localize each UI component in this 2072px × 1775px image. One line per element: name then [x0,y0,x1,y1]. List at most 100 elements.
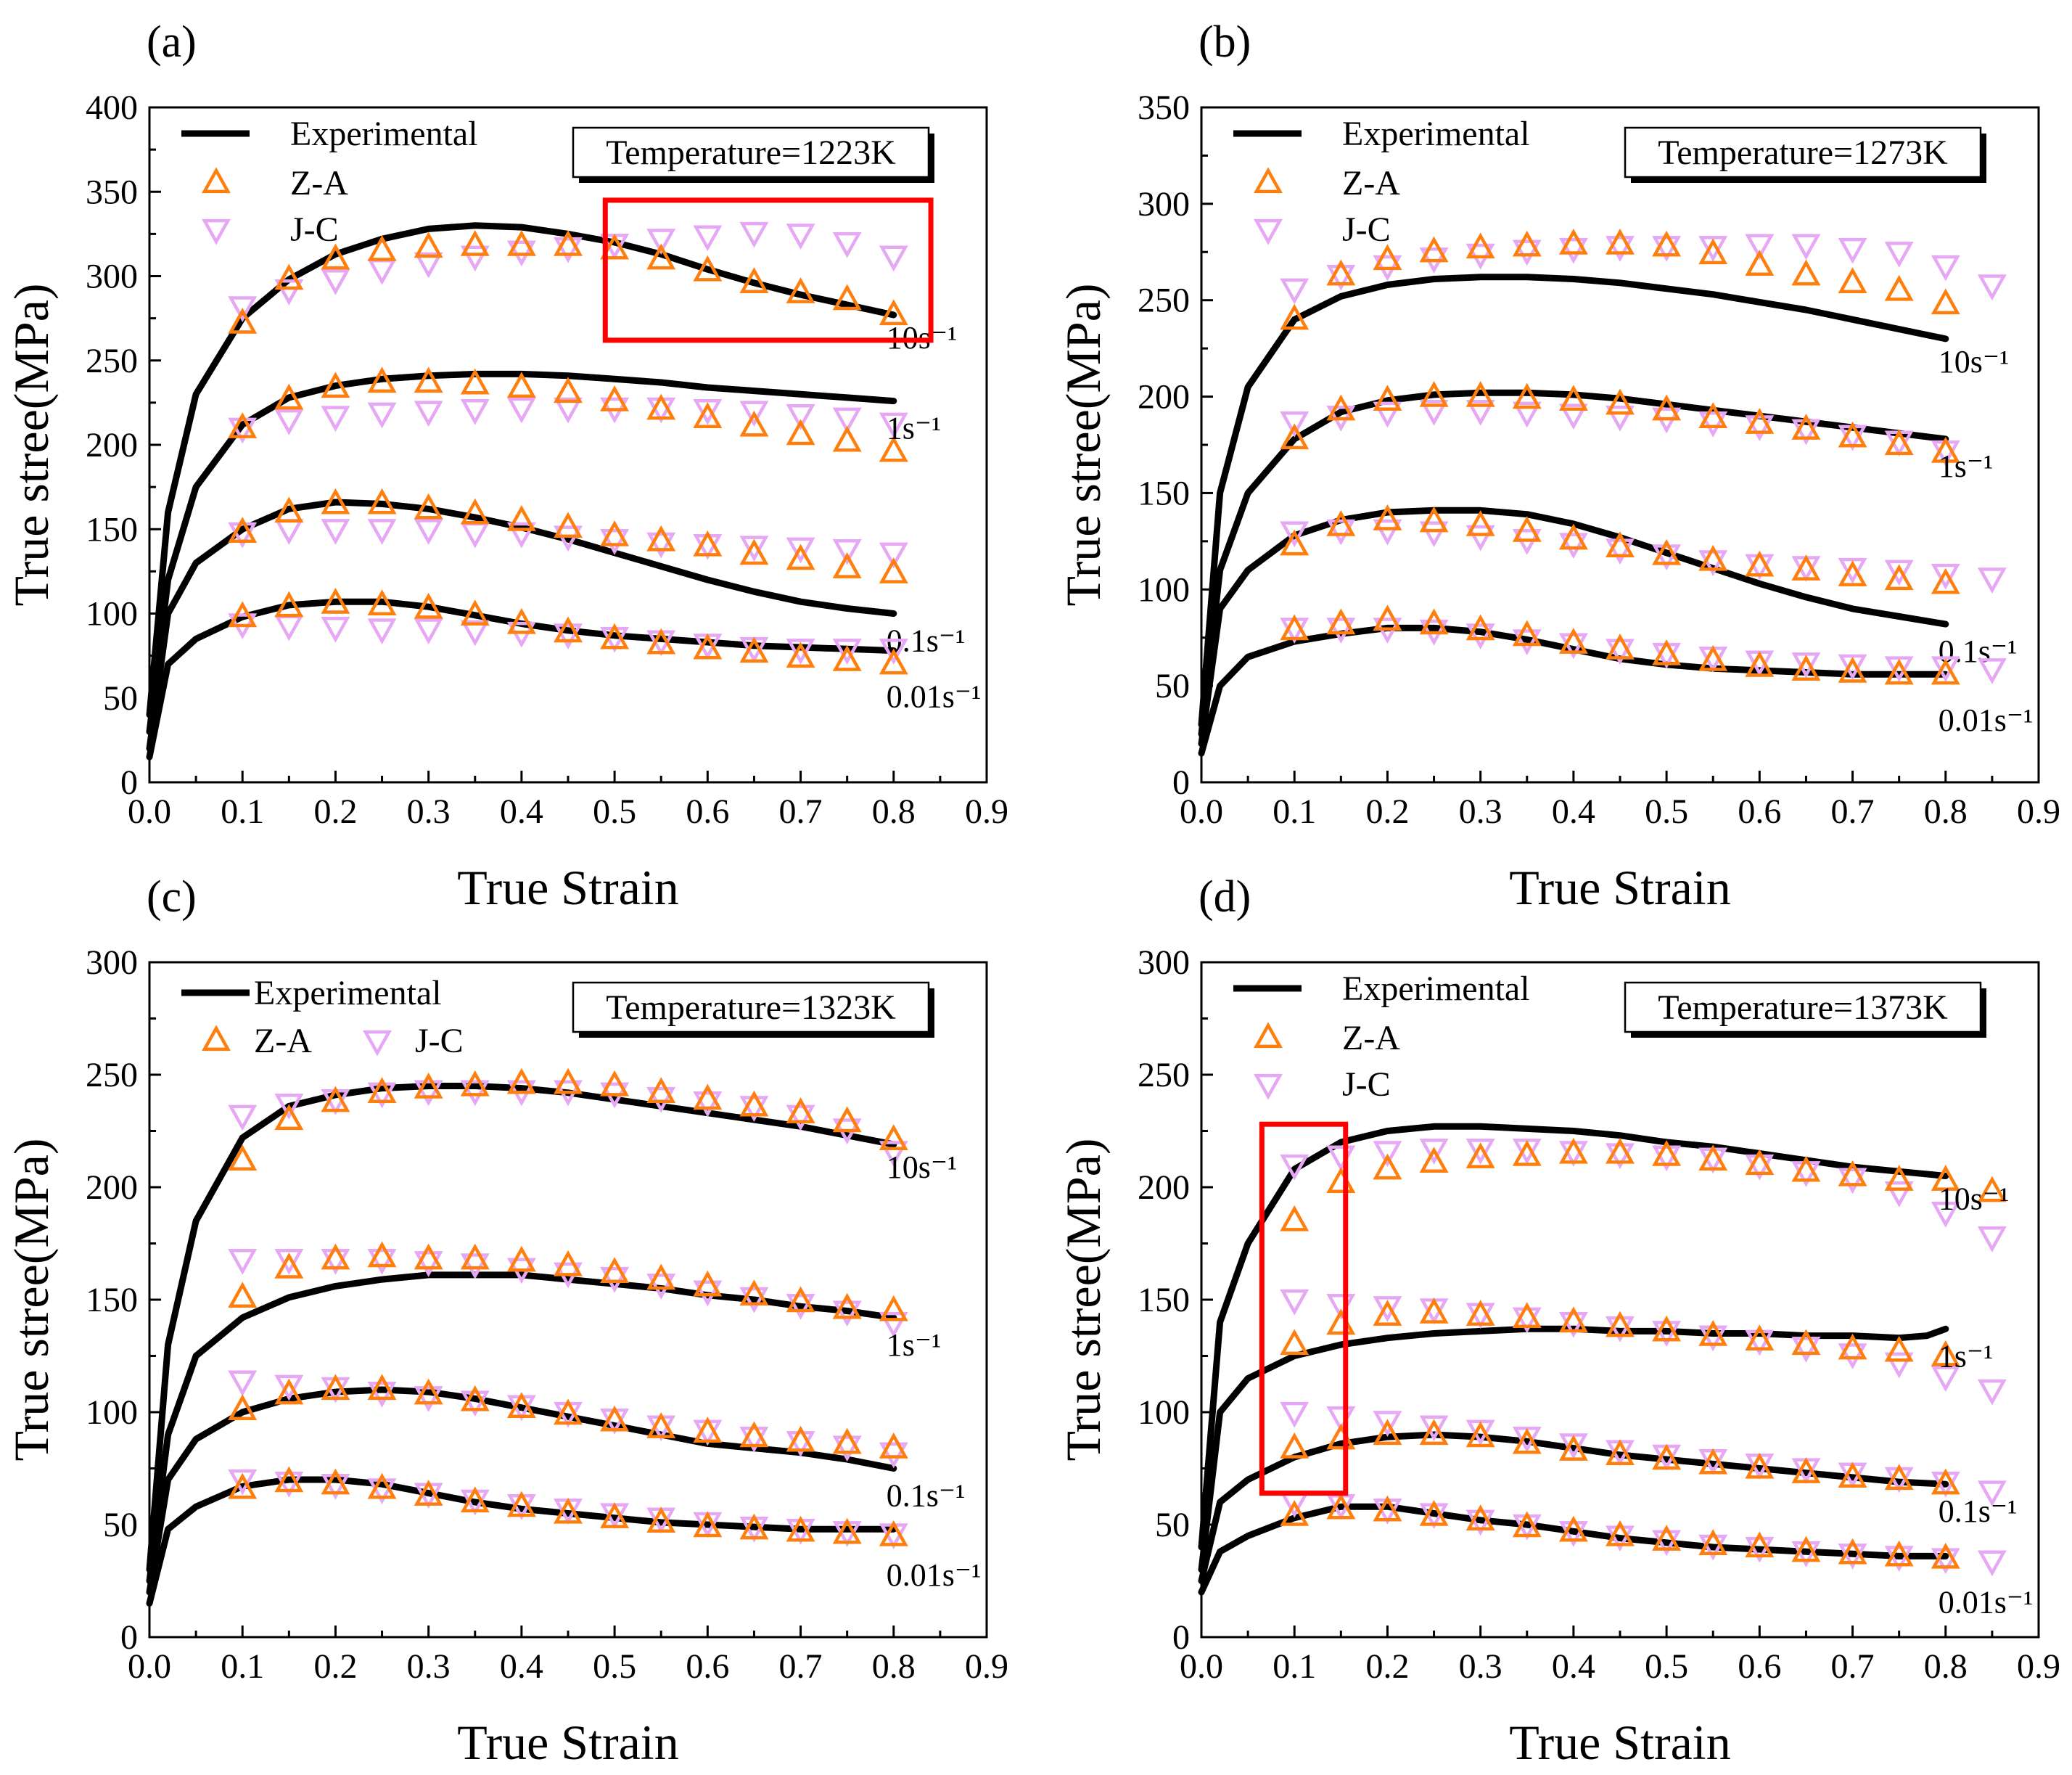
za-point [274,383,304,410]
za-point [693,633,723,660]
jc-point [228,1249,258,1275]
strain-rate-label: 10s⁻¹ [887,1149,958,1185]
legend-experimental-label: Experimental [1342,115,1530,153]
za-point [600,623,630,649]
experimental-curve [146,1083,897,1573]
jc-point [832,539,862,565]
x-tick-label: 0.9 [965,792,1008,831]
jc-point [879,639,908,665]
legend: Experimental Z-A J-C [181,974,464,1060]
jc-point [1745,234,1775,261]
legend-jc-label: J-C [1342,1065,1391,1104]
za-point [554,1497,583,1524]
za-point [693,530,723,557]
za-point [1838,656,1867,683]
za-point [600,1405,630,1432]
za-point [321,1374,350,1401]
y-tick-label: 300 [86,258,138,296]
za-point [646,243,676,270]
za-point [274,1466,304,1493]
za-point [1373,1300,1402,1326]
x-tick-label: 0.9 [2017,1647,2060,1686]
za-point [1465,509,1495,536]
y-tick-label: 250 [1138,1056,1190,1094]
strain-rate-label: 0.1s⁻¹ [1939,634,2018,669]
jc-point [321,269,350,295]
za-point [228,1282,258,1308]
za-point [1512,620,1542,647]
jc-point [1931,255,1960,282]
jc-point [1280,521,1310,548]
jc-point [274,279,304,306]
za-point [414,592,443,619]
za-point [1558,1435,1588,1461]
legend-za-marker [1254,1022,1283,1049]
za-point [1791,1536,1821,1562]
za-point [832,284,862,311]
legend-jc-marker [1254,218,1283,245]
za-point [879,435,908,462]
plot-frame [148,106,988,784]
za-point [1884,564,1914,591]
x-axis-title: True Strain [457,1715,678,1770]
jc-point [274,615,304,641]
x-tick-label: 0.3 [1459,1647,1502,1686]
jc-point [600,529,630,555]
za-point [879,648,908,675]
jc-point [1977,1550,2007,1577]
jc-point [1838,237,1867,264]
jc-point [786,1431,815,1457]
x-tick-label: 0.8 [1924,792,1968,831]
za-point [414,1378,443,1405]
jc-point [1884,1181,1914,1208]
za-point [1652,1315,1682,1342]
jc-point [1512,629,1542,655]
jc-point [414,1386,443,1412]
legend: Experimental Z-A J-C [1233,115,1530,249]
jc-point [646,1086,676,1113]
legend-za-marker [202,167,231,194]
jc-point [1791,234,1821,261]
strain-rate-label: 10s⁻¹ [1939,1181,2010,1217]
y-tick-label: 350 [86,173,138,211]
za-point [1280,529,1310,556]
x-tick-label: 0.2 [1365,1647,1409,1686]
za-point [274,263,304,290]
jc-point [1931,563,1960,590]
y-tick-label: 250 [86,342,138,380]
experimental-curve [1198,389,1949,738]
za-point [414,493,443,520]
jc-point [1558,1311,1588,1338]
jc-point [1977,567,2007,594]
za-point [1838,421,1867,448]
za-point [1745,1452,1775,1479]
jc-point [1838,1343,1867,1370]
jc-point [1558,533,1588,559]
za-point [367,1241,397,1268]
za-point [1652,230,1682,257]
za-point [228,1472,258,1499]
jc-point [786,224,815,250]
za-point [1745,1531,1775,1558]
x-tick-label: 0.6 [686,1647,729,1686]
za-point [1791,655,1821,681]
za-point [1838,560,1867,586]
plot-frame [148,961,988,1639]
za-point [554,1250,583,1276]
jc-point [879,1141,908,1168]
jc-point [1606,236,1635,262]
jc-point [693,1280,723,1307]
jc-point [1419,521,1449,548]
za-point [693,1511,723,1538]
x-tick-label: 0.8 [1924,1647,1968,1686]
experimental-curve [1198,624,1949,757]
za-point [1884,274,1914,301]
x-tick-label: 0.1 [1273,1647,1316,1686]
jc-point [1373,1411,1402,1438]
jc-point [1280,1154,1310,1181]
legend-za-label: Z-A [1342,1019,1400,1057]
za-point [739,1513,769,1540]
jc-point [1606,1143,1635,1170]
za-point [879,1295,908,1321]
jc-point [460,399,490,425]
